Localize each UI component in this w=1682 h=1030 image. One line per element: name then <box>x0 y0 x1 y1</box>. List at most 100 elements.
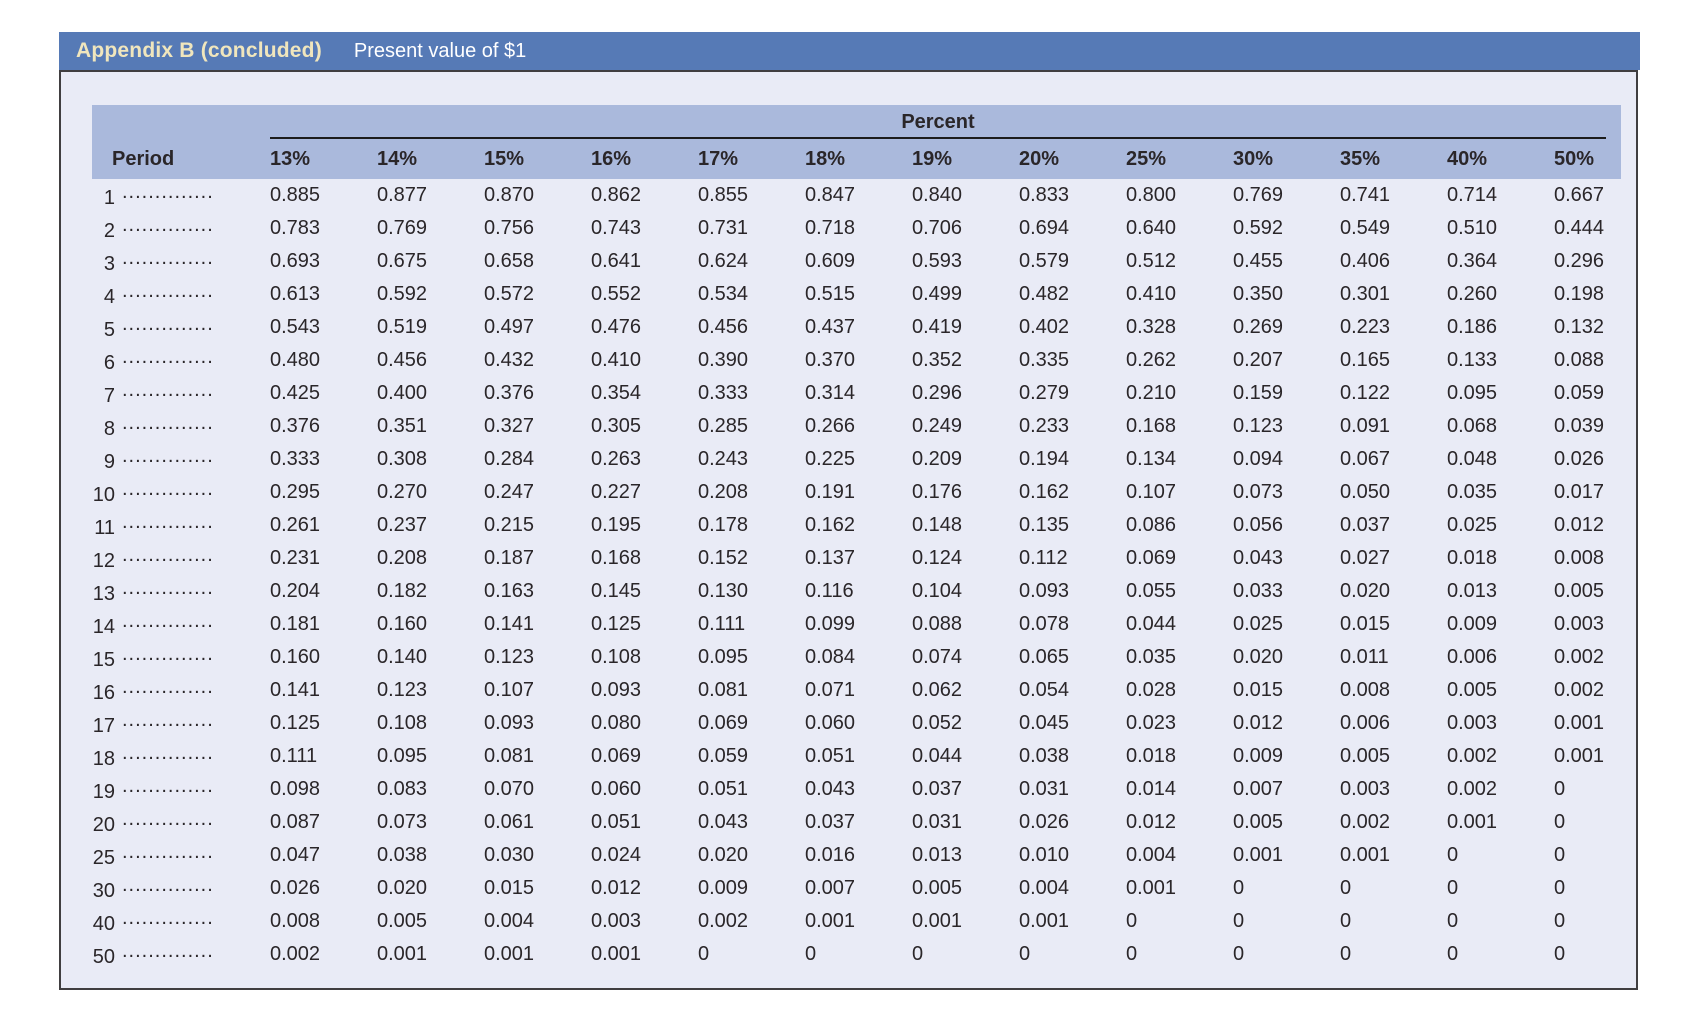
pv-value: 0.543 <box>270 316 321 338</box>
pv-value: 0 <box>698 943 710 965</box>
leader-dots: ...................................... <box>122 841 214 863</box>
pv-value: 0.168 <box>1126 415 1177 437</box>
pv-value: 0.074 <box>912 646 963 668</box>
pv-value: 0.038 <box>1019 745 1070 767</box>
pv-value: 0.002 <box>1554 646 1605 668</box>
period-cell: 9...................................... <box>92 443 270 476</box>
pv-value: 0.208 <box>377 547 428 569</box>
period-number: 19 <box>92 781 115 803</box>
pv-value: 0.009 <box>1447 613 1498 635</box>
table-row: 25......................................… <box>92 839 1621 872</box>
pv-value: 0.191 <box>805 481 856 503</box>
period-cell: 18...................................... <box>92 740 270 773</box>
pv-value: 0.743 <box>591 217 642 239</box>
pv-value: 0.020 <box>698 844 749 866</box>
pv-value: 0.001 <box>1554 712 1605 734</box>
period-cell: 20...................................... <box>92 806 270 839</box>
pv-value: 0 <box>1554 877 1566 899</box>
pv-value: 0 <box>1447 877 1459 899</box>
pv-value: 0.095 <box>698 646 749 668</box>
pv-value: 0.141 <box>270 679 321 701</box>
pv-value: 0.044 <box>1126 613 1177 635</box>
pv-value: 0.069 <box>591 745 642 767</box>
pv-value: 0.002 <box>270 943 321 965</box>
pv-value: 0.885 <box>270 184 321 206</box>
pv-value: 0.425 <box>270 382 321 404</box>
percent-column-header: 20% <box>1019 139 1126 179</box>
pv-value: 0.008 <box>270 910 321 932</box>
table-row: 14......................................… <box>92 608 1621 641</box>
pv-value: 0.769 <box>377 217 428 239</box>
pv-value: 0.023 <box>1126 712 1177 734</box>
pv-value: 0.002 <box>698 910 749 932</box>
pv-value: 0.718 <box>805 217 856 239</box>
pv-value: 0.069 <box>1126 547 1177 569</box>
pv-value: 0.122 <box>1340 382 1391 404</box>
pv-value: 0.025 <box>1447 514 1498 536</box>
pv-value: 0 <box>912 943 924 965</box>
pv-value: 0.012 <box>1233 712 1284 734</box>
pv-value: 0.855 <box>698 184 749 206</box>
pv-value: 0.162 <box>1019 481 1070 503</box>
pv-value: 0.308 <box>377 448 428 470</box>
pv-value: 0.249 <box>912 415 963 437</box>
period-number: 18 <box>92 748 115 770</box>
pv-value: 0.051 <box>698 778 749 800</box>
pv-value: 0 <box>1554 811 1566 833</box>
pv-value: 0.208 <box>698 481 749 503</box>
pv-value: 0.194 <box>1019 448 1070 470</box>
table-row: 50......................................… <box>92 938 1621 971</box>
period-cell: 1...................................... <box>92 179 270 212</box>
percent-column-header: 25% <box>1126 139 1233 179</box>
pv-value: 0.783 <box>270 217 321 239</box>
pv-value: 0.052 <box>912 712 963 734</box>
percent-column-header: 15% <box>484 139 591 179</box>
pv-value: 0 <box>1447 910 1459 932</box>
pv-value: 0.135 <box>1019 514 1070 536</box>
pv-value: 0.091 <box>1340 415 1391 437</box>
leader-dots: ...................................... <box>122 214 214 236</box>
pv-value: 0.108 <box>591 646 642 668</box>
period-number: 10 <box>92 484 115 506</box>
pv-value: 0.061 <box>484 811 535 833</box>
leader-dots: ...................................... <box>122 478 214 500</box>
pv-value: 0.178 <box>698 514 749 536</box>
period-number: 8 <box>103 418 115 440</box>
pv-value: 0.093 <box>591 679 642 701</box>
pv-value: 0.123 <box>484 646 535 668</box>
pv-value: 0.432 <box>484 349 535 371</box>
pv-value: 0.187 <box>484 547 535 569</box>
table-row: 19......................................… <box>92 773 1621 806</box>
pv-value: 0.099 <box>805 613 856 635</box>
pv-value: 0.510 <box>1447 217 1498 239</box>
pv-value: 0.350 <box>1233 283 1284 305</box>
pv-value: 0 <box>1126 943 1138 965</box>
pv-value: 0.141 <box>484 613 535 635</box>
pv-value: 0.640 <box>1126 217 1177 239</box>
percent-column-header: 40% <box>1447 139 1554 179</box>
pv-value: 0.007 <box>805 877 856 899</box>
pv-value: 0.048 <box>1447 448 1498 470</box>
pv-value: 0.137 <box>805 547 856 569</box>
period-cell: 11...................................... <box>92 509 270 542</box>
leader-dots: ...................................... <box>122 313 214 335</box>
pv-value: 0.168 <box>591 547 642 569</box>
column-header-row: Period 13% 14% 15% 16% 17% 18% 19% 20% 25% 30% 35%… <box>92 139 1622 179</box>
pv-value: 0.087 <box>270 811 321 833</box>
pv-value: 0.195 <box>591 514 642 536</box>
pv-value: 0.016 <box>805 844 856 866</box>
pv-value: 0.116 <box>805 580 854 602</box>
pv-value: 0.410 <box>591 349 642 371</box>
period-number: 12 <box>92 550 115 572</box>
pv-value: 0.279 <box>1019 382 1070 404</box>
pv-value: 0 <box>1340 877 1352 899</box>
leader-dots: ...................................... <box>122 280 214 302</box>
table-row: 4......................................0… <box>92 278 1621 311</box>
pv-value: 0.059 <box>698 745 749 767</box>
pv-value: 0.497 <box>484 316 535 338</box>
pv-value: 0.198 <box>1554 283 1605 305</box>
pv-value: 0.065 <box>1019 646 1070 668</box>
pv-value: 0.026 <box>270 877 321 899</box>
period-number: 15 <box>92 649 115 671</box>
pv-value: 0.301 <box>1340 283 1391 305</box>
